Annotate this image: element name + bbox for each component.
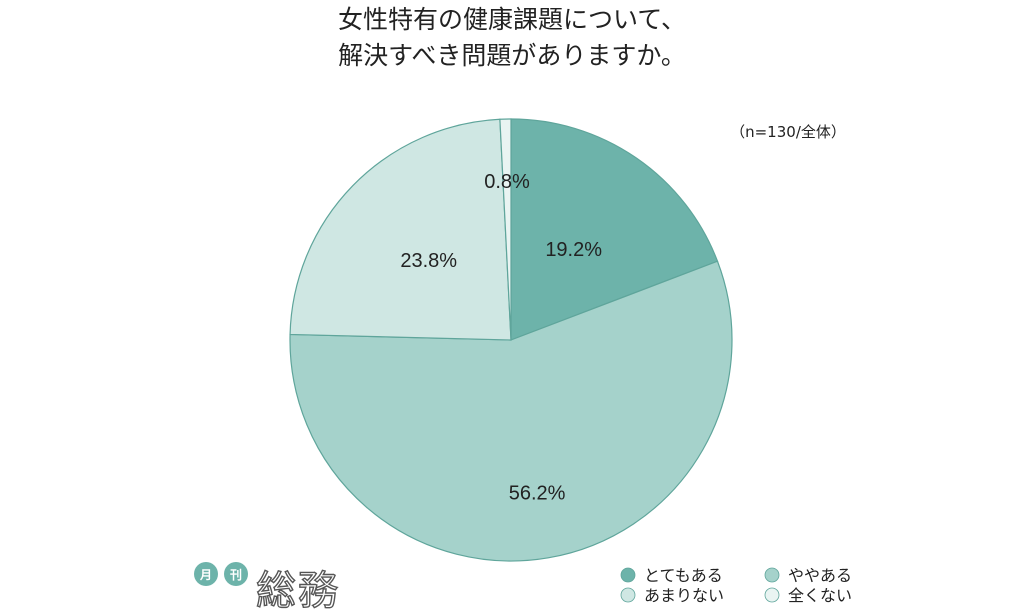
- pie-slice-amari-nai: [289, 118, 512, 341]
- slice-value-label-yaya-aru: 56.2%: [509, 482, 566, 504]
- legend-label-totemo-aru: とてもある: [644, 566, 723, 585]
- logo-wordmark: 総務: [256, 568, 340, 614]
- logo-badge-kan-text: 刊: [230, 568, 242, 582]
- sample-size-note: （n=130/全体）: [730, 123, 846, 141]
- chart-title-line-1: 女性特有の健康課題について、: [338, 5, 686, 34]
- pie-slices: [289, 118, 733, 562]
- pie-slice-labels: 19.2% 56.2% 23.8% 0.8%: [400, 171, 602, 505]
- chart-title-line-2: 解決すべき問題がありますか。: [338, 41, 686, 70]
- legend-swatch-amari-nai: [620, 587, 636, 603]
- legend-swatch-yaya-aru: [764, 567, 780, 583]
- slice-value-label-mattaku-nai: 0.8%: [484, 171, 530, 193]
- slice-value-label-amari-nai: 23.8%: [400, 250, 457, 272]
- pie-slice-mattaku-nai: [499, 118, 512, 341]
- legend-label-amari-nai: あまりない: [644, 586, 724, 605]
- logo-badge-getsu-text: 月: [199, 568, 212, 582]
- legend-swatch-totemo-aru: [620, 567, 636, 583]
- logo-badge-kan: [224, 562, 248, 586]
- logo-badge-getsu: [194, 562, 218, 586]
- gekkan-somu-logo: 月 刊 総務: [194, 562, 340, 614]
- legend-swatch-mattaku-nai: [764, 587, 780, 603]
- slice-value-label-totemo-aru: 19.2%: [545, 239, 602, 261]
- legend-label-yaya-aru: ややある: [788, 566, 852, 585]
- pie-slice-yaya-aru: [289, 260, 733, 562]
- pie-slice-totemo-aru: [510, 118, 719, 341]
- legend-label-mattaku-nai: 全くない: [788, 586, 852, 605]
- chart-legend: とてもある ややある あまりない 全くない: [620, 566, 852, 605]
